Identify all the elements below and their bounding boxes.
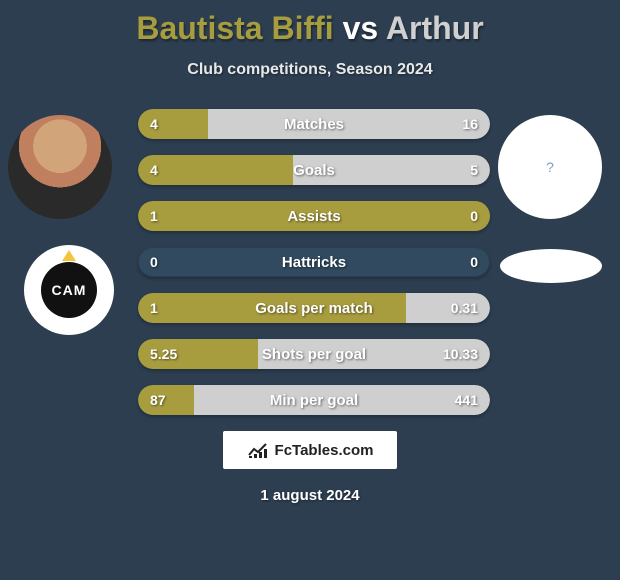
club-badge-text: CAM bbox=[52, 282, 87, 298]
content-area: ? CAM 416Matches 45Goals 10Assists 00Hattri… bbox=[0, 109, 620, 415]
player1-club-logo: CAM bbox=[24, 245, 114, 335]
chart-icon bbox=[247, 441, 269, 459]
footer-logo: FcTables.com bbox=[223, 431, 397, 469]
subtitle: Club competitions, Season 2024 bbox=[0, 61, 620, 79]
stat-bar-row: 00Hattricks bbox=[138, 247, 490, 277]
stat-label: Goals bbox=[138, 155, 490, 185]
title-player1: Bautista Biffi bbox=[136, 10, 333, 46]
player2-club-logo bbox=[500, 249, 602, 283]
footer-date: 1 august 2024 bbox=[0, 487, 620, 504]
stat-bar-row: 10.31Goals per match bbox=[138, 293, 490, 323]
footer-logo-text: FcTables.com bbox=[275, 442, 374, 459]
stat-label: Shots per goal bbox=[138, 339, 490, 369]
comparison-title: Bautista Biffi vs Arthur bbox=[0, 0, 620, 47]
title-vs: vs bbox=[343, 10, 379, 46]
stat-label: Goals per match bbox=[138, 293, 490, 323]
stat-label: Assists bbox=[138, 201, 490, 231]
club-badge-icon: CAM bbox=[41, 262, 97, 318]
stat-bar-row: 45Goals bbox=[138, 155, 490, 185]
stat-bar-row: 10Assists bbox=[138, 201, 490, 231]
stat-label: Matches bbox=[138, 109, 490, 139]
stat-label: Hattricks bbox=[138, 247, 490, 277]
stat-label: Min per goal bbox=[138, 385, 490, 415]
player1-avatar bbox=[8, 115, 112, 219]
stat-bar-row: 416Matches bbox=[138, 109, 490, 139]
title-player2: Arthur bbox=[386, 10, 484, 46]
stat-bars-container: 416Matches 45Goals 10Assists 00Hattricks 10.… bbox=[138, 109, 490, 415]
stat-bar-row: 5.2510.33Shots per goal bbox=[138, 339, 490, 369]
stat-bar-row: 87441Min per goal bbox=[138, 385, 490, 415]
placeholder-icon: ? bbox=[546, 159, 554, 175]
player2-avatar: ? bbox=[498, 115, 602, 219]
